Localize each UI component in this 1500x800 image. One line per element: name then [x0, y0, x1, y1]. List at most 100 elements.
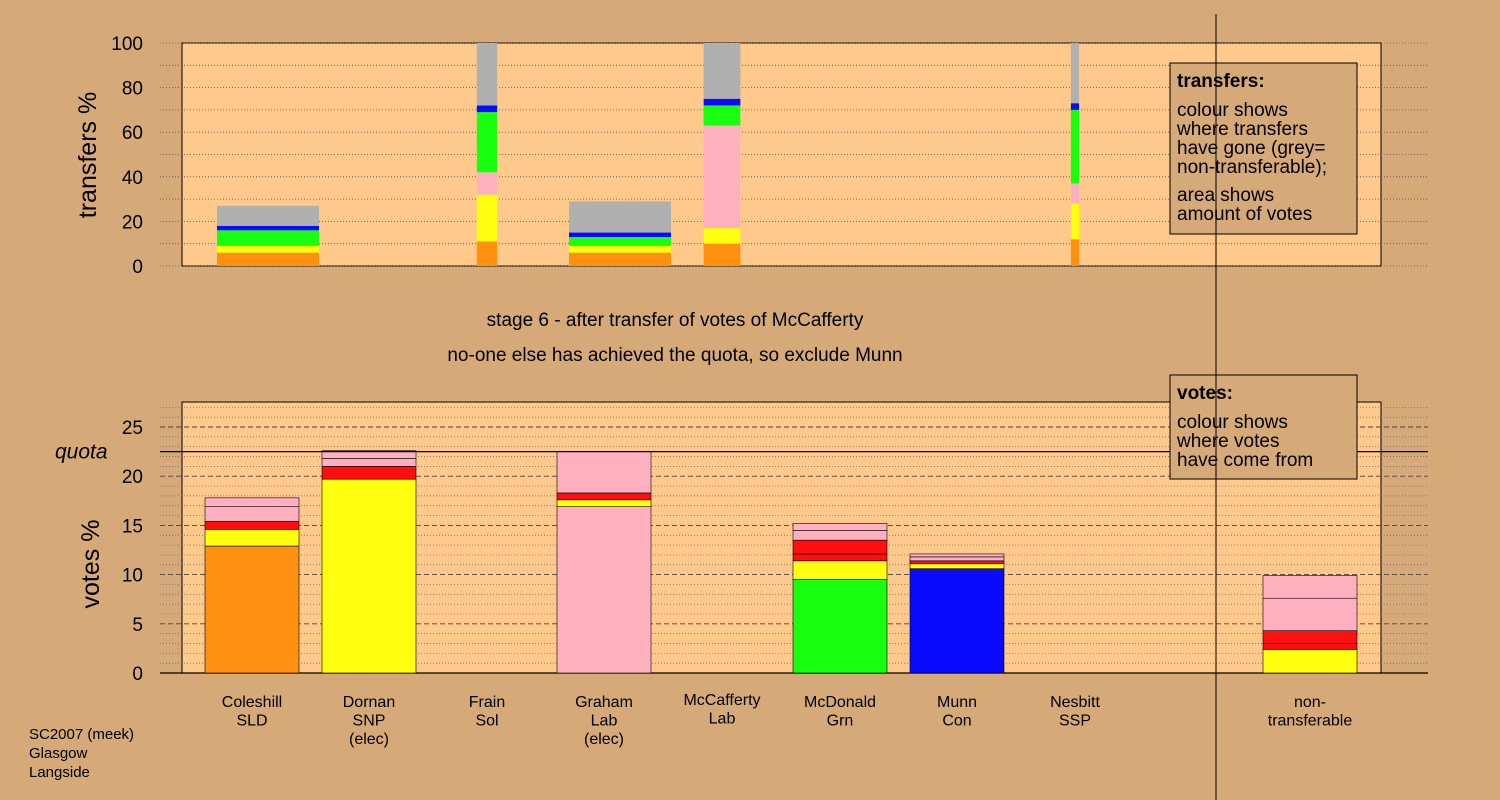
transfer-segment-graham: [569, 252, 671, 266]
transfers-bars: [217, 43, 1080, 266]
vote-segment-munn: [909, 553, 1005, 558]
vote-segment-graham: [556, 492, 652, 501]
transfers-y-tick-label: 100: [111, 34, 143, 55]
transfer-segment-mccafferty: [703, 105, 741, 126]
source-line-1: SC2007 (meek): [29, 726, 134, 743]
candidate-label-name: Nesbitt: [1050, 694, 1100, 711]
transfer-segment-graham: [569, 232, 671, 238]
candidate-label-party: Lab: [709, 711, 736, 728]
candidate-label-name: Munn: [937, 694, 977, 711]
votes-y-tick-label: 10: [122, 566, 143, 587]
vote-segment-mcdonald: [792, 553, 888, 562]
source-line-2: Glasgow: [29, 745, 88, 762]
candidate-label-name: McCafferty: [683, 692, 760, 709]
vote-segment-munn: [909, 556, 1005, 562]
vote-segment-non: [1262, 630, 1358, 644]
votes-legend-line-2: where votes: [1176, 431, 1279, 452]
transfer-segment-frain: [476, 172, 498, 195]
transfer-segment-nesbitt: [1070, 239, 1080, 266]
transfers-y-tick-label: 80: [122, 79, 143, 100]
transfers-legend-box: [1169, 62, 1358, 235]
transfer-segment-frain: [476, 241, 498, 266]
transfer-segment-nesbitt: [1070, 203, 1080, 240]
votes-bars: [204, 450, 1358, 674]
vote-segment-dornan: [321, 466, 417, 480]
vote-segment-coleshill: [204, 545, 300, 674]
vote-segment-mcdonald: [792, 523, 888, 531]
vote-segment-coleshill: [204, 529, 300, 547]
candidate-label-party: SLD: [236, 713, 267, 730]
transfer-segment-frain: [476, 43, 498, 106]
vote-segment-graham: [556, 506, 652, 674]
vote-segment-non: [1262, 649, 1358, 674]
votes-legend-box: [1169, 374, 1358, 480]
candidate-label-party: Grn: [827, 713, 854, 730]
transfer-segment-graham: [569, 245, 671, 253]
candidate-label-party: SNP: [353, 713, 386, 730]
vote-segment-non: [1262, 575, 1358, 599]
candidate-label-note: (elec): [349, 731, 389, 748]
candidate-label-name: McDonald: [804, 694, 876, 711]
transfer-segment-frain: [476, 112, 498, 173]
votes-legend-title: votes:: [1177, 383, 1233, 404]
transfer-segment-mccafferty: [703, 125, 741, 229]
votes-y-tick-label: 15: [122, 516, 143, 537]
stage-title: stage 6 - after transfer of votes of McC…: [487, 310, 864, 331]
vote-segment-mcdonald: [792, 560, 888, 580]
transfers-y-tick-label: 60: [122, 123, 143, 144]
transfers-y-tick-label: 20: [122, 212, 143, 233]
vote-segment-non: [1262, 597, 1358, 631]
transfer-segment-coleshill: [217, 230, 319, 246]
votes-y-axis-label: votes %: [77, 520, 105, 609]
transfer-segment-nesbitt: [1070, 43, 1080, 104]
candidate-label-name: Graham: [575, 694, 633, 711]
transfer-segment-mccafferty: [703, 228, 741, 244]
candidate-label-name: non-: [1294, 694, 1326, 711]
transfer-segment-graham: [569, 201, 671, 233]
transfers-legend-line-6: amount of votes: [1177, 204, 1312, 225]
vote-segment-dornan: [321, 458, 417, 467]
transfer-segment-nesbitt: [1070, 183, 1080, 204]
vote-segment-coleshill: [204, 521, 300, 530]
votes-y-tick-label: 20: [122, 467, 143, 488]
votes-y-tick-label: 5: [132, 615, 143, 636]
source-line-3: Langside: [29, 764, 90, 781]
votes-legend-line-1: colour shows: [1177, 412, 1288, 433]
transfers-y-ticks: 0 20 40 60 80 100: [111, 34, 143, 278]
vote-segment-graham: [556, 451, 652, 494]
transfer-segment-frain: [476, 105, 498, 113]
candidate-label-name: Coleshill: [222, 694, 282, 711]
transfer-segment-nesbitt: [1070, 109, 1080, 184]
vote-segment-munn: [909, 568, 1005, 674]
candidate-label-name: Frain: [469, 694, 505, 711]
vote-segment-mcdonald: [792, 539, 888, 555]
vote-segment-dornan: [321, 478, 417, 674]
vote-segment-non: [1262, 643, 1358, 650]
transfer-segment-graham: [569, 237, 671, 246]
vote-segment-mcdonald: [792, 579, 888, 674]
transfer-segment-mccafferty: [703, 98, 741, 106]
transfer-segment-mccafferty: [703, 243, 741, 266]
transfer-segment-coleshill: [217, 225, 319, 231]
vote-segment-munn: [909, 560, 1005, 565]
transfer-segment-frain: [476, 194, 498, 242]
transfers-legend-line-3: have gone (grey=: [1177, 138, 1325, 159]
vote-segment-coleshill: [204, 497, 300, 508]
votes-legend-line-3: have come from: [1177, 450, 1313, 471]
candidate-label-party: SSP: [1059, 713, 1091, 730]
candidate-labels: ColeshillSLDDornanSNP(elec)FrainSolGraha…: [222, 692, 1353, 748]
votes-y-tick-label: 0: [132, 664, 143, 685]
transfers-y-tick-label: 40: [122, 168, 143, 189]
vote-segment-munn: [909, 563, 1005, 569]
transfer-segment-coleshill: [217, 245, 319, 253]
stage-subtitle: no-one else has achieved the quota, so e…: [447, 345, 902, 366]
votes-y-tick-label: 25: [122, 418, 143, 439]
transfers-y-tick-label: 0: [132, 257, 143, 278]
vote-segment-mcdonald: [792, 530, 888, 541]
transfers-legend-line-5: area shows: [1177, 185, 1274, 206]
quota-label: quota: [55, 441, 108, 464]
vote-segment-dornan: [321, 450, 417, 459]
candidate-label-party: Lab: [591, 713, 618, 730]
votes-y-ticks: 0 5 10 15 20 25: [122, 418, 143, 685]
